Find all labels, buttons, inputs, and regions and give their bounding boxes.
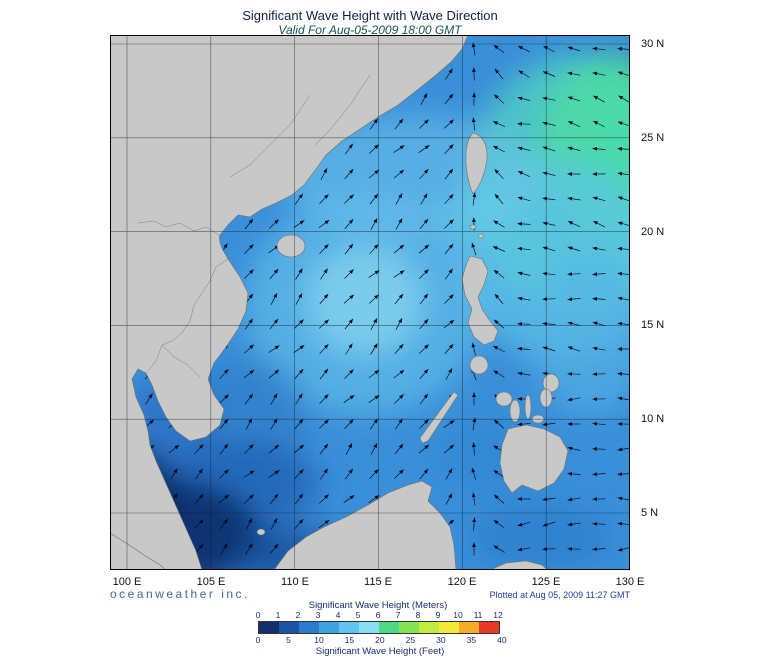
taiwan-island: [465, 132, 488, 195]
sumatra: [110, 532, 167, 570]
cebu-island: [524, 394, 532, 420]
negros-island: [509, 399, 521, 423]
natuna-islands: [256, 528, 266, 536]
land-masses: [110, 35, 569, 570]
plotted-timestamp: Plotted at Aug 05, 2009 11:27 GMT: [489, 590, 630, 600]
luzon-island: [461, 255, 499, 346]
mindoro-island: [469, 355, 489, 375]
latlon-grid: [110, 35, 630, 570]
sulawesi-north: [489, 560, 549, 570]
x-axis-tick-label: 115 E: [364, 576, 392, 588]
mainland-asia: [110, 35, 469, 570]
x-axis-tick-label: 110 E: [281, 576, 309, 588]
y-axis-tick-label: 15 N: [641, 319, 665, 331]
hainan-island: [276, 234, 306, 258]
y-axis-tick-label: 5 N: [641, 507, 659, 519]
babuyan-islands: [469, 224, 477, 230]
valid-time-subtitle: Valid For Aug-05-2009 18:00 GMT: [278, 23, 462, 37]
borneo: [273, 480, 457, 570]
y-axis-tick-label: 30 N: [641, 38, 665, 50]
y-axis-tick-label: 25 N: [641, 132, 665, 144]
map-plot-area: [110, 35, 630, 570]
y-axis-tick-label: 20 N: [641, 226, 665, 238]
y-axis-tick-label: 10 N: [641, 413, 665, 425]
map-canvas: [110, 35, 630, 570]
legend-meters-ticks: 0 1 2 3 4 5 6 7 8 9 10 11 12: [255, 610, 503, 620]
babuyan-islands-2: [478, 233, 484, 239]
x-axis-tick-label: 130 E: [615, 576, 645, 588]
map-title: Significant Wave Height with Wave Direct…: [242, 8, 498, 23]
map-frame: [110, 35, 630, 570]
x-axis-tick-label: 120 E: [447, 576, 477, 588]
panay-island: [495, 391, 513, 407]
legend-feet-label: Significant Wave Height (Feet): [315, 646, 445, 657]
x-axis-tick-label: 100 E: [112, 576, 142, 588]
legend-colorbar: [258, 621, 500, 634]
oceanweather-brand: oceanweather inc.: [110, 587, 250, 601]
legend-feet-ticks: 0 5 10 15 20 25 30 35 40: [255, 635, 507, 645]
samar-island: [542, 373, 560, 393]
x-axis-tick-label: 125 E: [531, 576, 561, 588]
palawan-island: [419, 391, 459, 444]
x-axis-tick-label: 105 E: [196, 576, 226, 588]
legend-meters-label: Significant Wave Height (Meters): [308, 600, 448, 611]
